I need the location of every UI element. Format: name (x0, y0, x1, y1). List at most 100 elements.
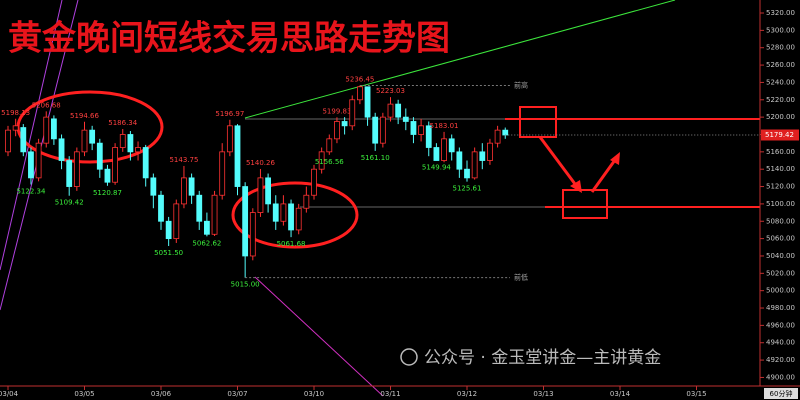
candle-body (28, 151, 34, 179)
candle-body (211, 194, 218, 235)
high-label: 5186.34 (108, 119, 137, 127)
low-label: 5149.94 (422, 164, 451, 172)
candle-body (12, 125, 19, 131)
y-tick-label: 5160.00 (766, 148, 795, 156)
trend-line (254, 276, 384, 397)
candle-body (73, 151, 80, 187)
candle-body (257, 177, 264, 213)
candle-body (20, 127, 27, 153)
prev-high-label: 前高 (514, 81, 528, 90)
arrow (590, 159, 617, 193)
high-label: 5199.83 (322, 107, 351, 115)
low-label: 5120.87 (93, 189, 122, 197)
y-tick-label: 5300.00 (766, 26, 795, 34)
y-tick-label: 5280.00 (766, 44, 795, 52)
candle-body (456, 151, 463, 170)
x-tick-label: 03/13 (533, 390, 553, 398)
y-tick-label: 5260.00 (766, 61, 795, 69)
candle-body (181, 177, 187, 205)
candle-body (58, 138, 65, 161)
y-tick-label: 5040.00 (766, 252, 795, 260)
candle-body (356, 86, 363, 101)
timeframe: 60分钟 (770, 389, 793, 398)
candle-body (127, 134, 134, 153)
y-tick-label: 5080.00 (766, 217, 795, 225)
candle-body (51, 118, 57, 140)
low-label: 5109.42 (55, 199, 84, 207)
prev-low-label: 前低 (514, 273, 528, 282)
trend-line (0, 0, 63, 271)
candle-body (379, 116, 386, 144)
candle-body (142, 147, 149, 179)
highlight-circle (231, 181, 359, 249)
low-label: 5122.34 (16, 188, 45, 196)
candle-body (242, 186, 249, 257)
y-tick-label: 5060.00 (766, 235, 795, 243)
candle-body (158, 194, 164, 222)
candle-body (112, 147, 118, 183)
candle-body (96, 142, 103, 170)
y-tick-label: 4980.00 (766, 304, 795, 312)
candle-body (150, 177, 157, 196)
candle-body (425, 125, 432, 148)
x-tick-label: 03/12 (457, 390, 477, 398)
high-label: 5196.97 (215, 110, 244, 118)
arrow (538, 136, 580, 189)
candle-body (81, 129, 88, 153)
candle-body (502, 129, 509, 136)
candle-body (35, 142, 42, 179)
candle-body (43, 116, 50, 144)
candle-body (173, 203, 180, 240)
candle-body (418, 125, 425, 135)
x-tick-label: 03/05 (74, 390, 94, 398)
candle-body (326, 138, 333, 153)
watermark: 公众号 · 金玉堂讲金—主讲黄金 (424, 348, 661, 368)
candle-body (89, 129, 96, 144)
chart-title: 黄金晚间短线交易思路走势图 (8, 19, 450, 59)
current-price-box (761, 129, 799, 141)
y-tick-label: 5240.00 (766, 78, 795, 86)
y-tick-label: 5120.00 (766, 183, 795, 191)
candle-body (372, 116, 379, 144)
candle-body (234, 125, 241, 187)
candle-body (272, 203, 279, 222)
candle-body (265, 177, 272, 205)
candle-body (188, 177, 195, 196)
y-tick-label: 5000.00 (766, 287, 795, 295)
candle-body (318, 151, 325, 170)
candle-body (104, 168, 111, 183)
arrow-head (610, 152, 620, 165)
candle-body (341, 121, 348, 127)
low-label: 5161.10 (361, 154, 390, 162)
candle-body (249, 212, 256, 257)
arrow-head (570, 180, 582, 193)
x-tick-label: 03/15 (686, 390, 706, 398)
candle-body (226, 125, 233, 153)
candle-body (464, 168, 470, 179)
y-tick-label: 4920.00 (766, 356, 795, 364)
candle-body (494, 129, 501, 144)
candle-body (135, 147, 141, 153)
low-label: 5051.50 (154, 249, 183, 257)
candle-body (5, 129, 11, 153)
low-label: 5015.00 (231, 281, 260, 289)
candle-body (303, 194, 310, 209)
y-tick-label: 5200.00 (766, 113, 795, 121)
trend-line (244, 0, 676, 119)
y-tick-label: 5220.00 (766, 96, 795, 104)
x-tick-label: 03/11 (380, 390, 400, 398)
highlight-box (562, 189, 608, 219)
y-tick-label: 5320.00 (766, 9, 795, 17)
candle-body (479, 151, 486, 161)
y-tick-label: 4960.00 (766, 321, 795, 329)
candle-body (395, 103, 402, 118)
candle-body (441, 138, 447, 161)
candle-body (487, 142, 493, 161)
candle-body (387, 103, 394, 118)
x-tick-label: 03/14 (610, 390, 631, 398)
current-price: 5179.42 (765, 131, 794, 139)
candle-body (165, 220, 172, 240)
